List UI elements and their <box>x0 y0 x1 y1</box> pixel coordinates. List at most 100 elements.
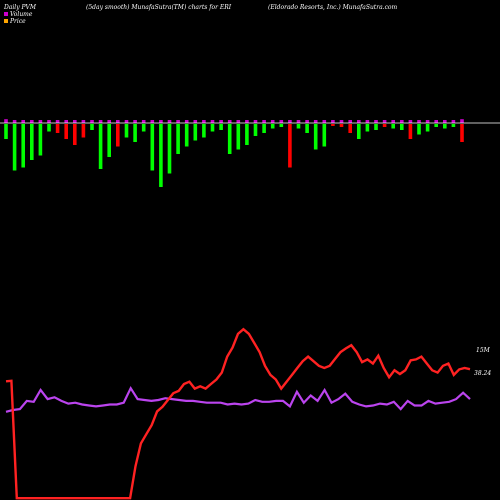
pvm-bar-53 <box>460 124 464 142</box>
pvm-bar-24 <box>210 124 215 132</box>
pvm-volume-head-43 <box>374 120 378 123</box>
pvm-volume-head-33 <box>288 120 292 123</box>
pvm-bar-19 <box>167 124 172 174</box>
pvm-bar-1 <box>12 124 17 171</box>
pvm-bar-5 <box>47 124 51 132</box>
pvm-volume-head-0 <box>4 119 8 123</box>
legend-price-swatch <box>4 19 8 23</box>
pvm-volume-head-49 <box>425 120 430 123</box>
pvm-bar-51 <box>443 124 447 129</box>
pvm-bar-49 <box>425 124 430 132</box>
pvm-volume-head-19 <box>167 120 172 123</box>
pvm-bar-17 <box>150 124 155 171</box>
pvm-bar-0 <box>4 124 8 139</box>
pvm-volume-head-44 <box>382 120 387 123</box>
pvm-volume-head-42 <box>365 120 370 123</box>
pvm-bar-46 <box>400 124 404 130</box>
pvm-bar-34 <box>296 124 301 129</box>
pvm-volume-head-37 <box>322 120 327 123</box>
volume-last-value-label: 15M <box>476 347 491 354</box>
pvm-volume-head-36 <box>313 120 318 123</box>
pvm-bar-42 <box>365 124 370 132</box>
pvm-volume-head-47 <box>408 120 413 123</box>
pvm-volume-head-52 <box>451 120 456 123</box>
pvm-volume-head-17 <box>150 120 155 123</box>
pvm-bar-20 <box>176 124 180 154</box>
pvm-volume-head-15 <box>133 120 137 123</box>
pvm-volume-head-21 <box>184 120 189 123</box>
pvm-bar-41 <box>357 124 361 139</box>
pvm-volume-head-23 <box>202 120 206 123</box>
pvm-volume-head-22 <box>193 120 198 123</box>
pvm-bar-37 <box>322 124 327 147</box>
pvm-volume-head-40 <box>348 120 352 123</box>
pvm-bar-30 <box>262 124 266 133</box>
pvm-bar-23 <box>202 124 206 138</box>
pvm-volume-head-35 <box>305 120 309 123</box>
pvm-volume-head-53 <box>460 119 464 123</box>
pvm-bar-13 <box>116 124 120 147</box>
header-left: Daily PVM <box>3 4 37 11</box>
pvm-volume-head-7 <box>64 120 68 123</box>
pvm-volume-head-32 <box>279 120 284 123</box>
price-series-line <box>5 327 471 500</box>
pvm-volume-head-39 <box>339 120 344 123</box>
pvm-bar-4 <box>38 124 43 156</box>
pvm-bar-15 <box>133 124 137 142</box>
pvm-volume-head-16 <box>141 120 146 123</box>
pvm-volume-head-25 <box>219 120 223 123</box>
pvm-bars <box>4 119 464 187</box>
pvm-bar-8 <box>73 124 77 145</box>
pvm-volume-head-45 <box>391 120 395 123</box>
pvm-volume-head-8 <box>73 120 77 123</box>
pvm-volume-head-2 <box>21 120 25 123</box>
pvm-volume-head-41 <box>357 120 361 123</box>
pvm-bar-31 <box>270 124 275 129</box>
pvm-volume-head-46 <box>400 120 404 123</box>
volume-series-line <box>5 385 471 413</box>
pvm-bar-9 <box>81 124 86 138</box>
pvm-bar-33 <box>288 124 292 168</box>
pvm-bar-2 <box>21 124 25 168</box>
pvm-volume-head-6 <box>55 120 60 123</box>
pvm-bar-28 <box>245 124 249 145</box>
pvm-bar-21 <box>184 124 189 147</box>
pvm-bar-43 <box>374 124 378 130</box>
pvm-bar-47 <box>408 124 413 139</box>
pvm-bar-16 <box>141 124 146 132</box>
pvm-bar-11 <box>98 124 103 169</box>
pvm-bar-25 <box>219 124 223 130</box>
pvm-volume-head-3 <box>30 120 34 123</box>
pvm-bar-7 <box>64 124 68 139</box>
pvm-bar-18 <box>159 124 163 187</box>
legend-volume-label: Volume <box>10 11 33 18</box>
pvm-bar-12 <box>107 124 111 157</box>
pvm-bar-44 <box>382 124 387 127</box>
pvm-volume-head-24 <box>210 120 215 123</box>
pvm-bar-14 <box>124 124 129 138</box>
pvm-volume-head-12 <box>107 120 111 123</box>
pvm-volume-head-50 <box>434 120 438 123</box>
pvm-bar-45 <box>391 124 395 129</box>
pvm-volume-head-30 <box>262 120 266 123</box>
pvm-volume-head-51 <box>443 120 447 123</box>
price-last-value-label: 38.24 <box>474 370 491 377</box>
pvm-volume-head-5 <box>47 120 51 123</box>
pvm-bar-39 <box>339 124 344 127</box>
pvm-volume-head-29 <box>253 120 258 123</box>
legend-volume-swatch <box>4 12 8 16</box>
pvm-bar-48 <box>417 124 421 135</box>
pvm-bar-29 <box>253 124 258 136</box>
pvm-volume-head-9 <box>81 120 86 123</box>
pvm-bar-3 <box>30 124 34 160</box>
pvm-volume-head-26 <box>227 120 232 123</box>
pvm-bar-40 <box>348 124 352 133</box>
pvm-bar-6 <box>55 124 60 133</box>
legend-price-label: Price <box>9 18 26 25</box>
pvm-bar-22 <box>193 124 198 141</box>
pvm-volume-head-48 <box>417 120 421 123</box>
pvm-volume-head-20 <box>176 120 180 123</box>
